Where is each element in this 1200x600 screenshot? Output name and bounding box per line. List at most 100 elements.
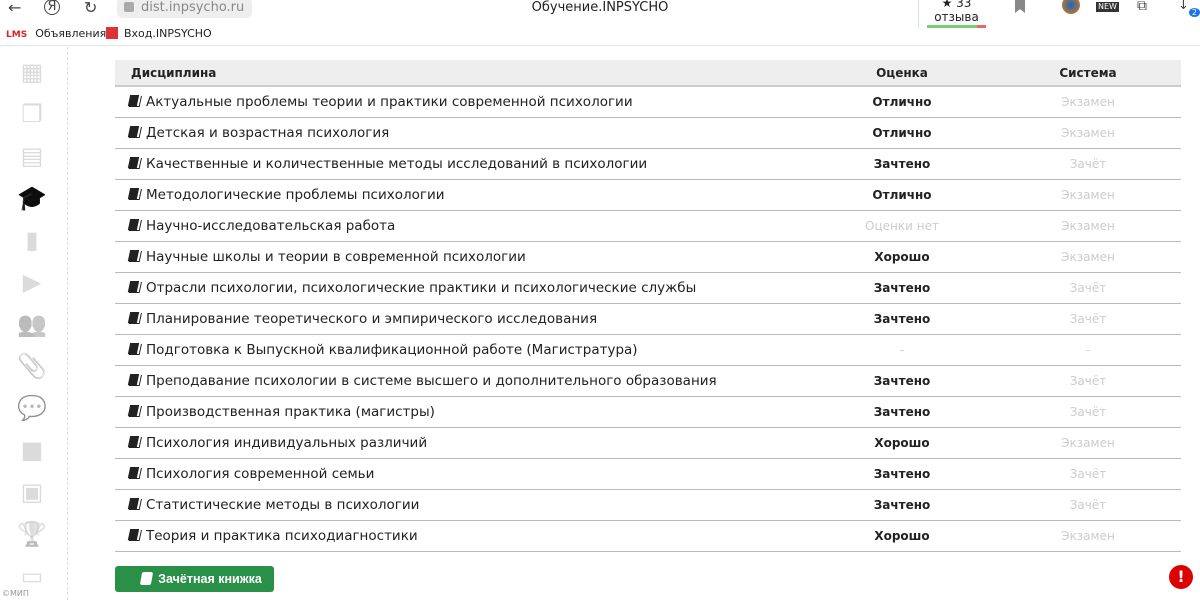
extensions-icon[interactable]: ⧉ [1137,0,1147,14]
discipline-cell[interactable]: Психология современной семьи [115,458,809,490]
archive-icon[interactable]: ▣ [20,478,44,506]
bookmark-icon[interactable]: ▮ [25,226,39,254]
video-file-icon[interactable]: ▶ [22,268,42,296]
lock-icon [124,2,134,12]
system-cell: Экзамен [995,520,1181,552]
reload-icon[interactable]: ↻ [84,0,98,17]
grade-cell: Зачтено [809,489,995,521]
system-cell: - [995,334,1181,366]
discipline-cell[interactable]: Детская и возрастная психология [115,117,809,149]
copyright: ©МИП [2,589,29,598]
table-row: Психология индивидуальных различий Хорошо… [115,427,1181,459]
discipline-cell[interactable]: Преподавание психологии в системе высшег… [115,365,809,397]
bookmark-item-login[interactable]: Вход.INPSYCHO [106,22,212,46]
system-cell: Зачёт [995,365,1181,397]
inpsycho-logo-icon [106,27,118,39]
grade-cell: Хорошо [809,520,995,552]
credit-card-icon[interactable]: ▭ [20,562,44,590]
table-row: Производственная практика (магистры) Зачт… [115,396,1181,428]
paperclip-icon[interactable]: 📎 [17,352,47,380]
browser-extension-icon[interactable] [1062,0,1080,14]
discipline-cell[interactable]: Отрасли психологии, психологические прак… [115,272,809,304]
downloads-icon[interactable]: ↓ 2 [1178,0,1200,21]
table-row: Подготовка к Выпускной квалификационной … [115,334,1181,366]
discipline-name: Преподавание психологии в системе высшег… [146,372,717,389]
button-label: Зачётная книжка [158,572,262,586]
discipline-name: Производственная практика (магистры) [146,403,435,420]
grade-cell: Оценки нет [809,210,995,242]
discipline-cell[interactable]: Научно-исследовательская работа [115,210,809,242]
alert-icon[interactable]: ! [1169,565,1193,589]
bookmark-label: Вход.INPSYCHO [124,27,212,40]
discipline-cell[interactable]: Производственная практика (магистры) [115,396,809,428]
system-cell: Зачёт [995,272,1181,304]
book-icon [127,156,142,168]
record-book-button[interactable]: Зачётная книжка [115,566,274,592]
yandex-icon[interactable]: Я [44,0,60,15]
header-grade: Оценка [809,60,995,87]
graduation-cap-icon[interactable]: 🎓 [17,184,47,212]
header-system: Система [995,60,1181,87]
page-title: Обучение.INPSYCHO [531,0,669,15]
discipline-cell[interactable]: Психология индивидуальных различий [115,427,809,459]
documents-icon[interactable]: ❐ [21,100,43,128]
discipline-name: Научные школы и теории в современной пси… [146,248,526,265]
chat-icon[interactable]: 💬 [17,394,47,422]
book-icon [127,280,142,292]
book-icon [127,342,142,354]
book-icon [127,94,142,106]
discipline-cell[interactable]: Подготовка к Выпускной квалификационной … [115,334,809,366]
grid-icon[interactable]: ▦ [20,58,44,86]
discipline-name: Теория и практика психодиагностики [146,527,418,544]
table-row: Преподавание психологии в системе высшег… [115,365,1181,397]
book-icon [127,311,142,323]
discipline-name: Статистические методы в психологии [146,496,420,513]
table-row: Методологические проблемы психологии Отли… [115,179,1181,211]
table-row: Статистические методы в психологии Зачтен… [115,489,1181,521]
system-cell: Экзамен [995,427,1181,459]
grade-cell: Отлично [809,179,995,211]
system-cell: Зачёт [995,148,1181,180]
grade-cell: - [809,334,995,366]
reviews-button[interactable]: ★ 33 отзыва [918,0,990,28]
system-cell: Зачёт [995,458,1181,490]
discipline-cell[interactable]: Методологические проблемы психологии [115,179,809,211]
grade-cell: Отлично [809,86,995,118]
bookmark-item-announcements[interactable]: LMS Объявления [6,22,106,47]
discipline-name: Методологические проблемы психологии [146,186,445,203]
sidebar: ©МИП ▦ ❐ ▤ 🎓 ▮ ▶ 👥 📎 💬 ■ ▣ 🏆 ▭ [0,47,68,600]
bookmarks-bar: LMS Объявления Вход.INPSYCHO [0,22,1200,46]
grades-table: Дисциплина Оценка Система Актуальные про… [115,60,1181,552]
discipline-name: Отрасли психологии, психологические прак… [146,279,697,296]
grade-cell: Отлично [809,117,995,149]
calendar-icon[interactable]: ▤ [20,142,44,170]
book-icon [127,249,142,261]
table-row: Отрасли психологии, психологические прак… [115,272,1181,304]
book-icon [127,218,142,230]
grade-cell: Зачтено [809,272,995,304]
discipline-cell[interactable]: Статистические методы в психологии [115,489,809,521]
discipline-cell[interactable]: Научные школы и теории в современной пси… [115,241,809,273]
discipline-cell[interactable]: Планирование теоретического и эмпирическ… [115,303,809,335]
discipline-name: Научно-исследовательская работа [146,217,396,234]
address-bar[interactable]: dist.inpsycho.ru [117,0,253,18]
folder-icon[interactable]: ■ [20,436,44,464]
system-cell: Экзамен [995,241,1181,273]
new-extension-icon[interactable]: NEW [1096,2,1119,12]
system-cell: Экзамен [995,117,1181,149]
discipline-cell[interactable]: Качественные и количественные методы исс… [115,148,809,180]
table-row: Научно-исследовательская работа Оценки не… [115,210,1181,242]
back-icon[interactable]: ← [8,0,22,17]
downloads-badge: 2 [1188,8,1200,17]
users-icon[interactable]: 👥 [17,310,47,338]
book-icon [127,466,142,478]
discipline-name: Психология индивидуальных различий [146,434,428,451]
bookmark-icon[interactable] [1015,0,1025,13]
discipline-name: Актуальные проблемы теории и практики со… [146,93,633,110]
rating-bar [927,25,986,28]
discipline-cell[interactable]: Теория и практика психодиагностики [115,520,809,552]
table-row: Планирование теоретического и эмпирическ… [115,303,1181,335]
discipline-cell[interactable]: Актуальные проблемы теории и практики со… [115,86,809,118]
trophy-icon[interactable]: 🏆 [17,520,47,548]
table-header: Дисциплина Оценка Система [115,60,1181,87]
